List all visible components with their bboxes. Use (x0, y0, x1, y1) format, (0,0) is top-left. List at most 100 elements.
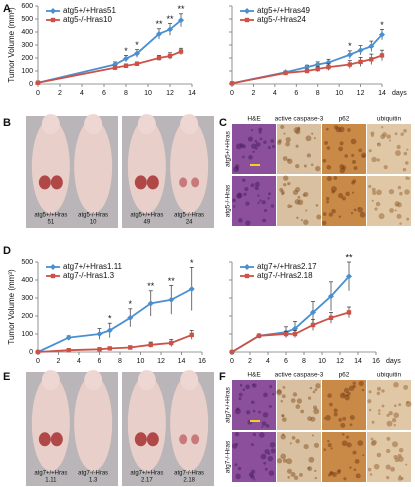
cell (326, 200, 330, 204)
tumor (179, 177, 188, 188)
cell (255, 141, 261, 147)
cell (336, 470, 341, 475)
cell (326, 165, 332, 170)
cell (393, 404, 397, 408)
marker (346, 273, 352, 280)
cell (394, 209, 397, 212)
cell (294, 198, 301, 205)
x-tick-label: 10 (318, 358, 326, 365)
cell (330, 447, 333, 450)
cell (376, 452, 382, 458)
marker (178, 49, 184, 54)
marker (148, 342, 153, 347)
cell (395, 204, 398, 207)
photo-caption: 24 (186, 220, 193, 226)
cell (287, 204, 292, 209)
cell (357, 207, 360, 210)
cell (282, 156, 288, 161)
cell (388, 411, 393, 416)
y-tick-label: 300 (21, 295, 33, 302)
cell (339, 164, 345, 170)
significance: ** (155, 19, 163, 29)
mouse-head (84, 370, 103, 390)
marker (178, 17, 184, 24)
cell (333, 408, 338, 413)
cell (295, 186, 301, 193)
mouse-body (31, 119, 70, 214)
cell (346, 435, 350, 439)
marker (128, 345, 133, 350)
cell (261, 426, 264, 429)
photo-caption: atg5+/+Hras (130, 213, 163, 219)
cell (359, 211, 366, 218)
cell (252, 150, 255, 154)
cell (307, 416, 312, 422)
cell (347, 128, 351, 132)
cell (352, 450, 357, 455)
cell (367, 399, 372, 404)
cell (257, 201, 260, 204)
cell (394, 132, 398, 136)
significance: * (380, 20, 384, 30)
x-tick-label: 4 (266, 358, 270, 365)
cell (245, 220, 251, 226)
cell (328, 212, 333, 217)
panel-label: D (3, 245, 11, 257)
cell (398, 403, 402, 407)
cell (344, 154, 348, 158)
cell (333, 176, 338, 180)
row-label: atg7-/-Hras (225, 440, 232, 473)
marker (379, 31, 385, 38)
marker (310, 322, 316, 328)
cell (327, 440, 330, 443)
cell (307, 396, 312, 400)
cell (373, 463, 380, 470)
cell (305, 209, 308, 212)
cell (322, 212, 327, 217)
cell (315, 204, 319, 207)
cell (399, 222, 402, 225)
histology-tile (367, 176, 411, 226)
cell (306, 153, 312, 158)
tumor (38, 175, 51, 190)
cell (376, 189, 382, 196)
cell (282, 458, 287, 463)
cell (264, 449, 270, 455)
marker (112, 65, 118, 70)
x-tick-label: 8 (316, 90, 320, 97)
cell (405, 176, 409, 180)
mouse-head (137, 114, 156, 134)
cell (264, 467, 268, 471)
cell (258, 410, 261, 414)
cell (252, 432, 257, 437)
cell (261, 421, 267, 427)
cell (386, 448, 391, 454)
cell (261, 200, 266, 205)
cell (253, 478, 256, 481)
row-label: atg5+/+Hras (225, 130, 232, 167)
cell (254, 185, 259, 191)
x-tick-label: 0 (36, 358, 40, 365)
significance: ** (147, 281, 155, 291)
cell (381, 389, 385, 393)
cell (399, 191, 403, 196)
cell (347, 391, 351, 396)
x-tick-label: 12 (336, 358, 344, 365)
x-tick-label: 14 (378, 90, 386, 97)
mouse-head (41, 114, 60, 134)
cell (269, 385, 273, 388)
cell (242, 155, 245, 159)
cell (303, 191, 309, 197)
photo-caption: atg7+/+Hras (34, 471, 67, 477)
cell (265, 424, 270, 428)
cell (242, 178, 246, 183)
cell (400, 132, 404, 136)
cell (277, 140, 282, 145)
cell (267, 197, 270, 200)
cell (352, 159, 357, 164)
cell (353, 165, 358, 171)
cell (341, 440, 348, 447)
significance: * (108, 314, 112, 324)
cell (341, 433, 345, 436)
cell (293, 475, 299, 480)
